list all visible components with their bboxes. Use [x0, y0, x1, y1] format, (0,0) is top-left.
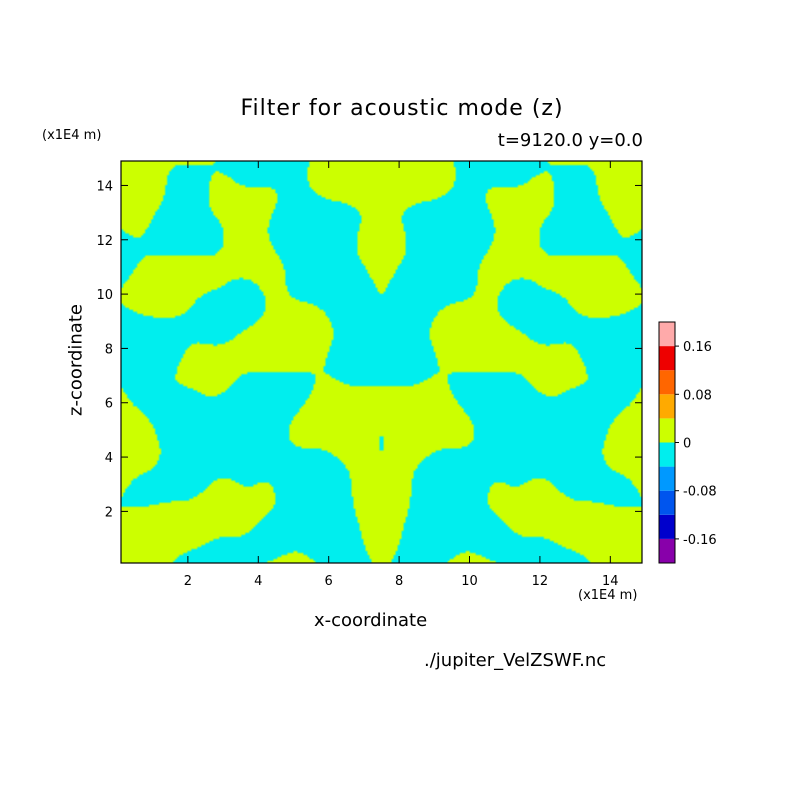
colorbar: 0.16 0.08 0 -0.08 -0.16	[658, 321, 717, 564]
colorbar-swatch	[659, 466, 675, 491]
y-axis-unit: (x1E4 m)	[42, 128, 102, 143]
y-tick-label: 2	[105, 505, 113, 520]
colorbar-swatch	[659, 418, 675, 443]
colorbar-tick-label: 0	[683, 437, 691, 452]
x-axis-unit: (x1E4 m)	[578, 588, 638, 603]
y-tick-label: 8	[105, 342, 113, 357]
colorbar-swatch	[659, 538, 675, 563]
y-axis-ticks: 2 4 6 8 10 12 14	[96, 179, 642, 520]
colorbar-swatch	[659, 490, 675, 515]
y-tick-label: 14	[96, 179, 113, 194]
colorbar-swatch	[659, 346, 675, 371]
colorbar-swatch	[659, 514, 675, 539]
x-axis-label: x-coordinate	[314, 610, 428, 631]
colorbar-tick-label: -0.08	[683, 485, 717, 500]
contour-field	[121, 161, 642, 563]
colorbar-swatch	[659, 322, 675, 347]
x-tick-label: 8	[395, 574, 403, 589]
x-tick-label: 2	[184, 574, 192, 589]
x-axis-ticks: 2 4 6 8 10 12 14	[184, 161, 619, 589]
y-tick-label: 10	[96, 288, 113, 303]
y-tick-label: 12	[96, 234, 113, 249]
chart-subtitle: t=9120.0 y=0.0	[497, 130, 643, 151]
colorbar-tick-label: 0.16	[683, 340, 712, 355]
colorbar-swatch	[659, 442, 675, 467]
x-tick-label: 12	[532, 574, 549, 589]
chart-title: Filter for acoustic mode (z)	[240, 96, 564, 121]
colorbar-tick-label: 0.08	[683, 388, 712, 403]
x-tick-label: 4	[254, 574, 262, 589]
x-tick-label: 6	[325, 574, 333, 589]
plot-frame	[120, 160, 643, 564]
y-tick-label: 4	[105, 451, 113, 466]
x-tick-label: 10	[461, 574, 478, 589]
x-tick-label: 14	[602, 574, 619, 589]
source-filename: ./jupiter_VelZSWF.nc	[424, 650, 607, 671]
contour-image	[121, 161, 642, 563]
colorbar-swatch	[659, 370, 675, 395]
colorbar-swatch	[659, 394, 675, 419]
y-tick-label: 6	[105, 397, 113, 412]
colorbar-tick-label: -0.16	[683, 533, 717, 548]
